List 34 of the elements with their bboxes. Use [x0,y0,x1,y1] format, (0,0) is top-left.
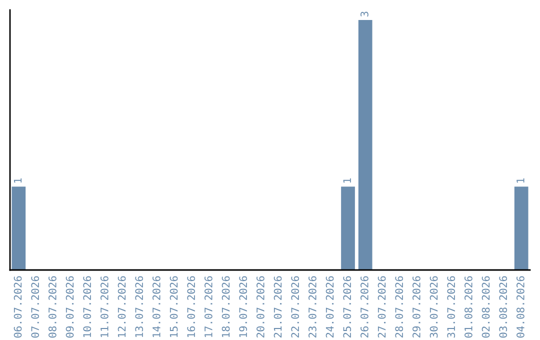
x-tick-label: 29.07.2026 [412,276,420,338]
x-tick-label: 08.07.2026 [48,276,56,338]
x-tick-label: 15.07.2026 [170,276,178,338]
x-tick-label: 09.07.2026 [66,276,74,338]
x-tick-label: 12.07.2026 [118,276,126,338]
x-tick-label: 19.07.2026 [239,276,248,338]
data-label: 1 [14,178,22,183]
x-tick-label: 22.07.2026 [291,276,300,338]
x-tick-label: 10.07.2026 [83,276,92,338]
data-label: 1 [343,178,351,183]
x-tick-label: 13.07.2026 [135,276,144,338]
x-tick-label: 17.07.2026 [204,276,212,338]
x-tick-label: 25.07.2026 [343,276,352,338]
x-tick-label: 24.07.2026 [326,276,334,338]
x-tick-label: 07.07.2026 [31,276,40,338]
x-tick-label: 02.08.2026 [482,276,490,338]
x-tick-label: 04.08.2026 [516,276,524,338]
x-tick-label: 23.07.2026 [308,276,316,338]
x-tick-label: 20.07.2026 [256,276,264,338]
x-tick-label: 30.07.2026 [430,276,438,338]
x-tick-label: 11.07.2026 [100,276,108,338]
x-tick-label: 14.07.2026 [152,276,160,338]
x-tick-label: 16.07.2026 [187,276,196,338]
x-tick-label: 21.07.2026 [274,276,282,338]
x-tick-label: 27.07.2026 [378,276,386,338]
x-tick-label: 26.07.2026 [360,276,368,338]
x-tick-label: 01.08.2026 [464,276,472,338]
x-tick-label: 31.07.2026 [447,276,456,338]
data-label: 1 [516,178,524,183]
x-tick-label: 06.07.2026 [14,276,22,338]
x-tick-label: 03.08.2026 [499,276,508,338]
x-tick-label: 28.07.2026 [395,276,404,338]
x-tick-label: 18.07.2026 [222,276,230,338]
data-label: 3 [360,12,368,17]
